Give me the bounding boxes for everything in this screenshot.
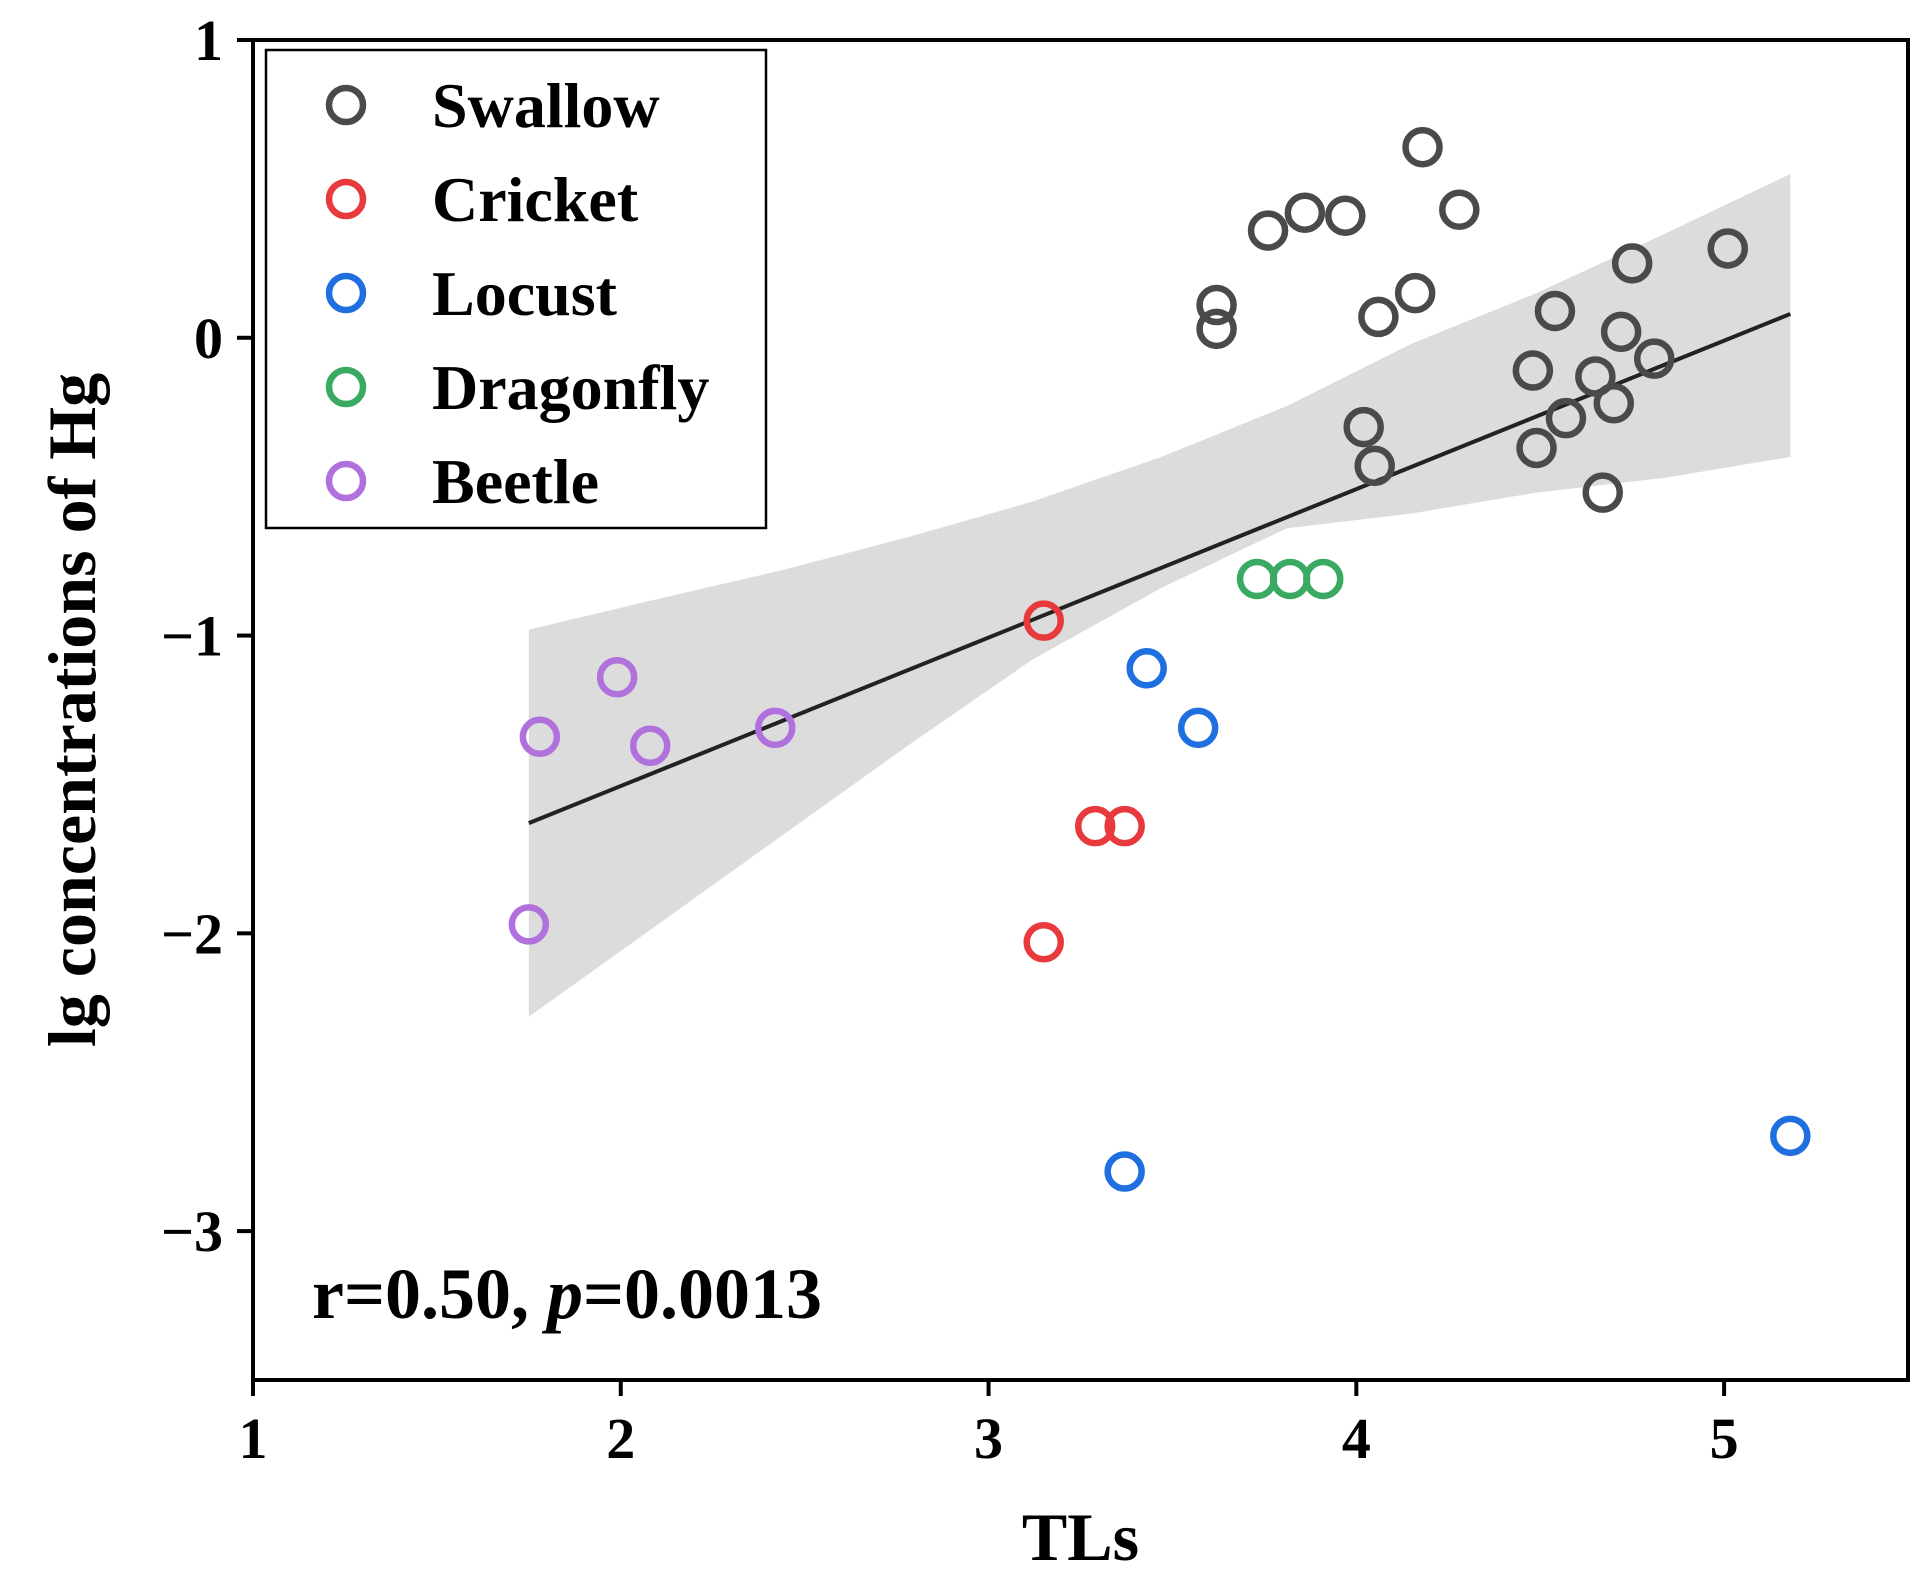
legend-label-dragonfly: Dragonfly: [432, 352, 709, 423]
beetle-point: [754, 707, 796, 749]
dragonfly-point: [1302, 558, 1344, 600]
x-tick-label: 3: [974, 1406, 1003, 1471]
swallow-point: [1439, 189, 1480, 230]
cricket-point: [1074, 805, 1116, 847]
correlation-annotation: r=0.50, p=0.0013: [312, 1254, 822, 1334]
swallow-point: [1600, 311, 1642, 353]
series-cricket: [1023, 600, 1145, 963]
p-value-text: =0.0013: [583, 1254, 822, 1334]
confidence-band: [528, 174, 1791, 1017]
swallow-point: [1633, 338, 1675, 379]
confidence-band-layer: [528, 174, 1791, 1017]
swallow-point: [1593, 383, 1635, 424]
series-locust: [1104, 648, 1811, 1192]
legend-marker-dragonfly: [325, 366, 367, 408]
locust-point: [1126, 648, 1167, 689]
legend-box: [264, 48, 768, 530]
x-tick-label: 4: [1342, 1406, 1371, 1471]
x-axis-label: TLs: [1022, 1499, 1139, 1570]
series-dragonfly: [1236, 558, 1344, 600]
legend-marker-cricket: [325, 178, 367, 220]
swallow-point: [1284, 192, 1326, 233]
beetle-point: [519, 716, 561, 758]
series-swallow: [1196, 126, 1749, 513]
swallow-point: [1516, 427, 1557, 469]
swallow-point: [1354, 445, 1395, 487]
swallow-point: [1545, 397, 1587, 439]
plot-frame: [251, 38, 1910, 1382]
cricket-point: [1023, 600, 1064, 641]
y-tick-label: −1: [161, 604, 223, 669]
legend-label-swallow: Swallow: [432, 70, 660, 141]
x-tick-label: 5: [1710, 1406, 1739, 1471]
y-tick-label: 1: [194, 8, 223, 73]
swallow-point: [1247, 210, 1289, 251]
beetle-point: [629, 725, 671, 766]
data-points-layer: [508, 126, 1811, 1192]
y-axis-label: lg concentrations of Hg: [34, 373, 110, 1047]
swallow-point: [1512, 350, 1554, 391]
r-value-text: r=0.50,: [312, 1254, 547, 1334]
legend: Swallow Cricket Locust Dragonfly Beetle: [264, 48, 768, 530]
swallow-point: [1394, 272, 1436, 314]
swallow-point: [1358, 296, 1399, 338]
legend-label-cricket: Cricket: [432, 164, 639, 235]
series-beetle: [508, 656, 796, 945]
swallow-point: [1196, 284, 1237, 326]
swallow-point: [1611, 243, 1653, 284]
beetle-point: [508, 904, 550, 945]
swallow-point: [1196, 308, 1237, 350]
y-tick-label: −2: [161, 901, 223, 966]
legend-marker-locust: [325, 272, 367, 314]
swallow-point: [1575, 356, 1616, 397]
cricket-point: [1104, 805, 1145, 847]
x-tick-label: 1: [239, 1406, 268, 1471]
beetle-point: [596, 656, 638, 698]
locust-point: [1177, 707, 1219, 749]
locust-point: [1770, 1115, 1811, 1157]
legend-label-locust: Locust: [432, 258, 618, 329]
y-tick-label: 0: [194, 306, 223, 371]
swallow-point: [1582, 472, 1623, 513]
swallow-point: [1707, 228, 1749, 269]
swallow-point: [1534, 290, 1576, 332]
locust-point: [1104, 1151, 1145, 1192]
p-symbol-text: p: [541, 1254, 583, 1334]
x-tick-label: 2: [606, 1406, 635, 1471]
regression-layer: [528, 312, 1792, 826]
regression-line: [528, 312, 1792, 826]
legend-marker-swallow: [325, 84, 367, 126]
legend-marker-beetle: [325, 460, 367, 502]
legend-label-beetle: Beetle: [432, 446, 599, 517]
swallow-point: [1343, 406, 1384, 448]
cricket-point: [1023, 922, 1064, 963]
swallow-point: [1402, 126, 1443, 168]
swallow-point: [1325, 195, 1366, 236]
axes-layer: 1 2 3 4 5 1 0 −1 −2 −3: [161, 8, 1739, 1471]
y-tick-label: −3: [161, 1199, 223, 1264]
